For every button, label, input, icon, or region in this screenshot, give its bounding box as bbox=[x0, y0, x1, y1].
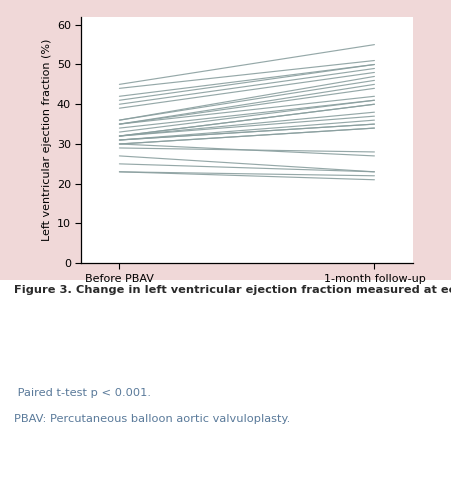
Text: Figure 3. Change in left ventricular ejection fraction measured at echocardiogra: Figure 3. Change in left ventricular eje… bbox=[14, 285, 451, 295]
Text: PBAV: Percutaneous balloon aortic valvuloplasty.: PBAV: Percutaneous balloon aortic valvul… bbox=[14, 414, 290, 424]
Y-axis label: Left ventricular ejection fraction (%): Left ventricular ejection fraction (%) bbox=[42, 39, 52, 241]
Text: Paired t-test p < 0.001.: Paired t-test p < 0.001. bbox=[14, 388, 151, 398]
